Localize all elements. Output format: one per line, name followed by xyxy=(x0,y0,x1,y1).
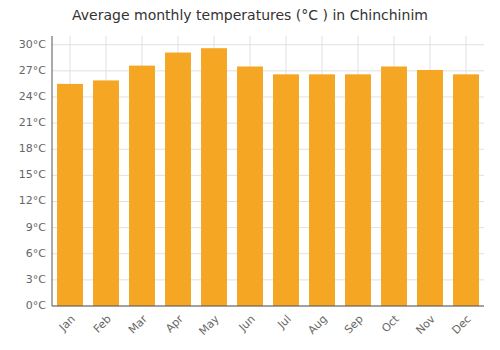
y-tick-label: 0°C xyxy=(26,299,46,312)
y-tick-label: 12°C xyxy=(19,194,46,207)
x-tick-label: Dec xyxy=(450,313,474,337)
bar xyxy=(381,66,407,306)
y-tick-label: 21°C xyxy=(19,116,46,129)
bar xyxy=(237,66,263,306)
x-tick-label: Jan xyxy=(56,313,78,335)
x-tick-label: Sep xyxy=(342,313,366,337)
y-tick-label: 15°C xyxy=(19,168,46,181)
chart: 0°C 3°C 6°C 9°C 12°C 15°C 18°C 21°C 24°C 27°C 30°C… xyxy=(0,0,500,350)
bar xyxy=(93,80,119,306)
bar xyxy=(165,53,191,306)
bar xyxy=(57,84,83,306)
bar xyxy=(345,74,371,306)
chart-container: 0°C 3°C 6°C 9°C 12°C 15°C 18°C 21°C 24°C 27°C 30°C… xyxy=(0,0,500,350)
y-grid-line xyxy=(52,44,484,45)
bar xyxy=(453,74,479,306)
y-tick-label: 3°C xyxy=(26,273,46,286)
bar xyxy=(129,66,155,306)
y-tick-label: 6°C xyxy=(26,247,46,260)
x-tick-label: Mar xyxy=(126,312,150,336)
y-tick-label: 24°C xyxy=(19,90,46,103)
y-tick-label: 27°C xyxy=(19,64,46,77)
x-tick-label: Aug xyxy=(305,313,329,337)
x-tick-label: Apr xyxy=(163,312,186,335)
x-tick-label: Jul xyxy=(274,313,293,332)
y-grid-line xyxy=(52,306,484,307)
grid xyxy=(52,36,484,306)
x-axis-line xyxy=(52,306,484,307)
y-tick-label: 9°C xyxy=(26,221,46,234)
y-axis-line xyxy=(52,36,53,306)
bar xyxy=(201,48,227,306)
bars xyxy=(57,48,479,306)
bar xyxy=(309,74,335,306)
x-tick-label: Nov xyxy=(413,312,438,337)
y-tick-label: 30°C xyxy=(19,38,46,51)
x-tick-label: Feb xyxy=(91,313,114,336)
x-tick-label: Jun xyxy=(236,313,258,335)
bar xyxy=(273,74,299,306)
bar xyxy=(417,70,443,306)
x-tick-label: Oct xyxy=(379,312,402,335)
x-tick-label: May xyxy=(196,312,222,338)
title: Average monthly temperatures (°C ) in Ch… xyxy=(72,7,428,23)
y-tick-label: 18°C xyxy=(19,142,46,155)
